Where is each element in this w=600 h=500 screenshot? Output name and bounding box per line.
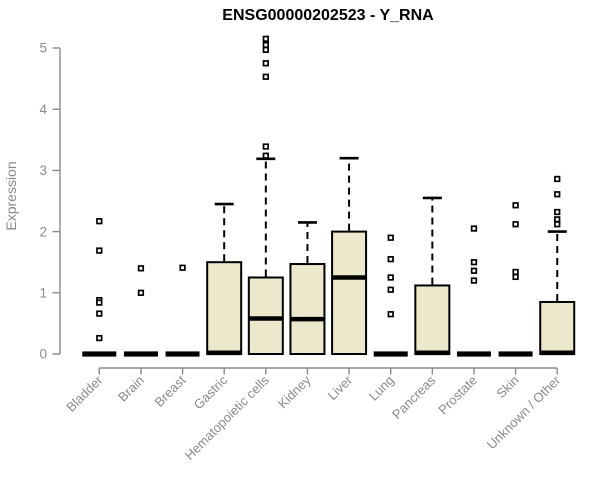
x-category-label: Brain [115, 373, 147, 405]
x-category-label: Liver [325, 372, 356, 403]
box [289, 263, 326, 356]
outlier-point [387, 286, 394, 293]
collapsed-box [498, 351, 533, 357]
outlier-point [96, 310, 103, 317]
outlier-point [554, 191, 561, 198]
y-tick-label: 4 [39, 102, 47, 117]
x-category-label: Breast [152, 372, 189, 409]
x-category-label: Lung [366, 373, 397, 404]
x-category-label: Pancreas [389, 372, 439, 422]
outlier-point [470, 267, 478, 274]
outlier-point [262, 60, 269, 67]
box [206, 261, 243, 356]
outlier-point [470, 277, 478, 284]
outlier-point [387, 274, 394, 281]
x-category-label: Bladder [63, 372, 106, 415]
box [414, 284, 451, 355]
outlier-point [262, 41, 269, 49]
outlier-point [137, 289, 145, 296]
outlier-point [262, 73, 269, 80]
outlier-point [554, 175, 561, 183]
box [539, 300, 576, 356]
outlier-point [387, 311, 394, 318]
y-tick-label: 0 [39, 347, 47, 362]
outlier-point [262, 152, 269, 159]
outlier-point [512, 202, 519, 209]
outlier-point [387, 255, 394, 263]
box [331, 230, 368, 356]
x-category-label: Skin [493, 373, 521, 401]
outlier-point [554, 216, 561, 223]
outlier-point [470, 259, 478, 266]
outlier-point [387, 234, 394, 241]
y-tick-label: 2 [39, 224, 47, 239]
y-tick-label: 5 [39, 41, 47, 56]
x-category-label: Kidney [275, 372, 314, 411]
chart-title: ENSG00000202523 - Y_RNA [222, 7, 434, 24]
outlier-point [512, 221, 519, 228]
collapsed-box [82, 351, 117, 357]
outlier-point [262, 35, 269, 42]
outlier-point [96, 334, 103, 342]
outlier-point [137, 265, 145, 272]
collapsed-box [373, 351, 408, 357]
outlier-point [96, 299, 103, 306]
x-category-label: Unknown / Other [484, 372, 564, 452]
outlier-point [262, 46, 269, 53]
x-category-label: Gastric [191, 372, 231, 412]
y-tick-label: 3 [39, 163, 47, 178]
x-category-label: Prostate [435, 373, 480, 418]
outlier-point [96, 218, 103, 225]
outlier-point [512, 268, 519, 276]
outlier-point [554, 221, 561, 228]
collapsed-box [165, 351, 200, 357]
collapsed-box [456, 351, 491, 357]
box [247, 276, 284, 355]
outlier-point [554, 208, 561, 216]
y-axis-label: Expression [3, 161, 19, 230]
collapsed-box [123, 351, 158, 357]
outlier-point [179, 264, 186, 271]
y-tick-label: 1 [39, 286, 47, 301]
outlier-point [96, 247, 103, 254]
outlier-point [470, 225, 478, 232]
outlier-point [262, 143, 269, 150]
outlier-point [512, 273, 519, 281]
